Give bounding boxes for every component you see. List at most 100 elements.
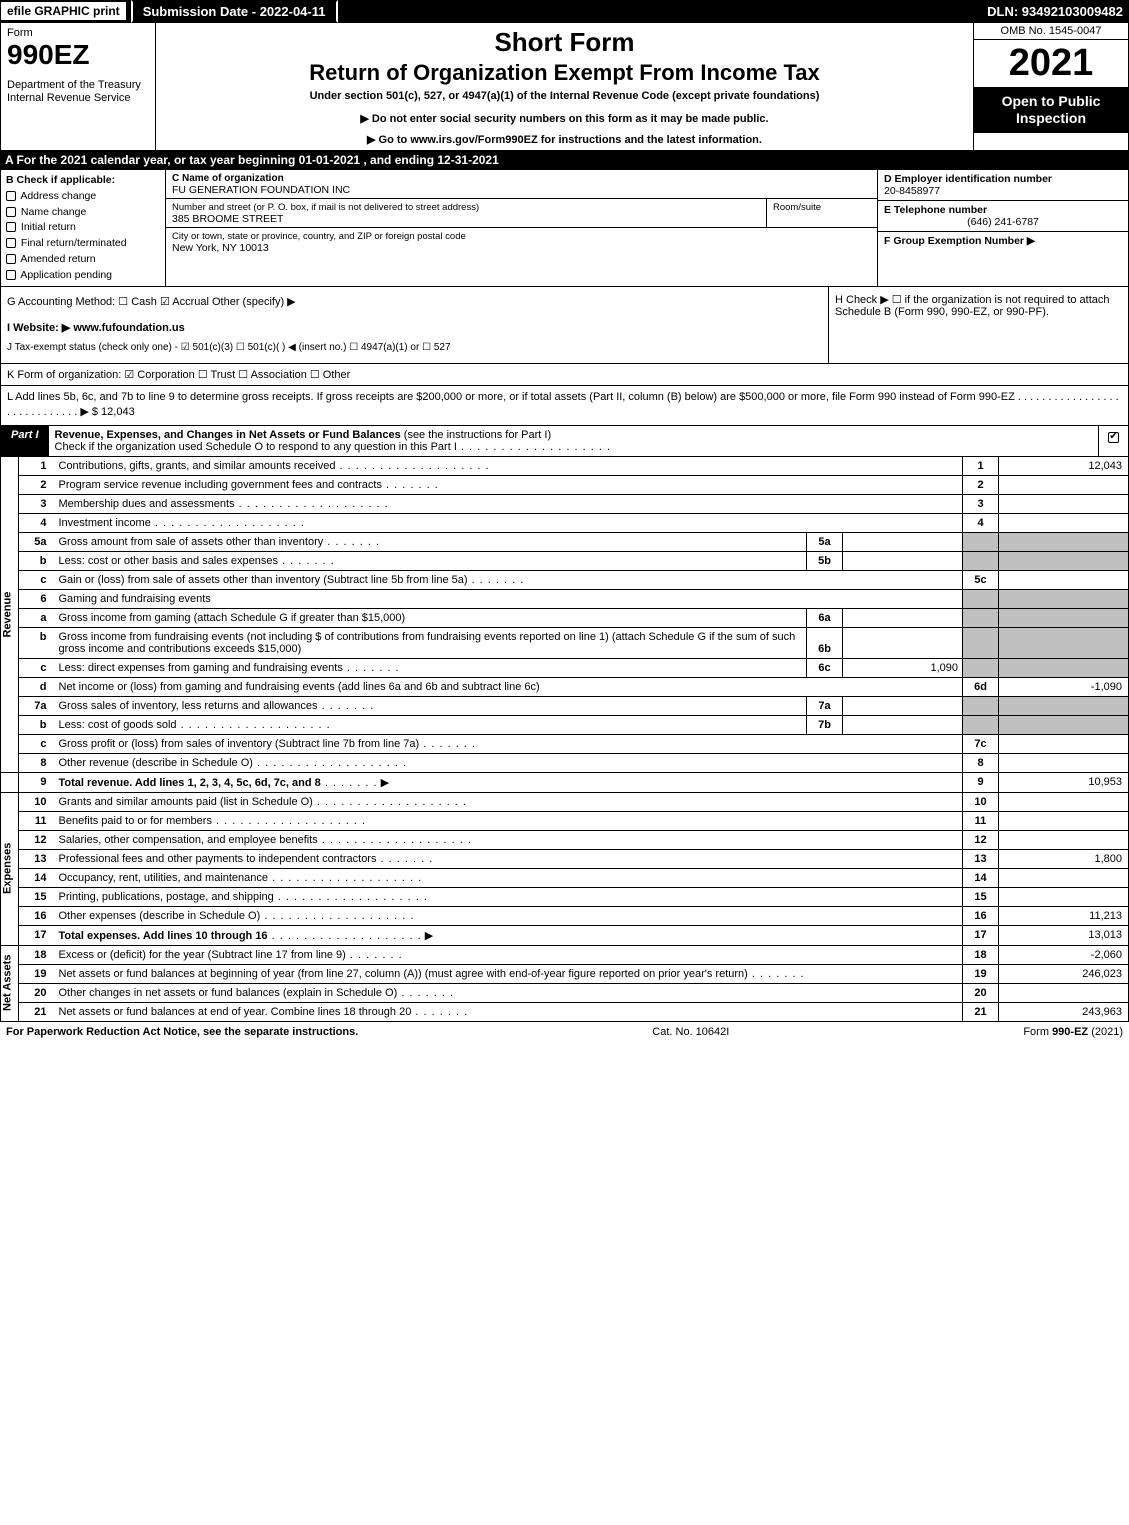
line-amount: 12,043 [999,457,1129,476]
revenue-sidelabel: Revenue [1,457,19,773]
omb-number: OMB No. 1545-0047 [974,23,1128,40]
row-11: 11Benefits paid to or for members11 [1,811,1129,830]
box-c: C Name of organization FU GENERATION FOU… [166,170,878,286]
chk-application-pending[interactable]: Application pending [6,268,160,284]
row-6: 6Gaming and fundraising events [1,589,1129,608]
tax-year: 2021 [974,40,1128,87]
line-a: A For the 2021 calendar year, or tax yea… [0,151,1129,170]
street: 385 BROOME STREET [172,213,283,225]
part-i-tag: Part I [1,426,49,456]
chk-initial-return[interactable]: Initial return [6,220,160,236]
street-label: Number and street (or P. O. box, if mail… [172,202,479,213]
row-18: Net Assets 18Excess or (deficit) for the… [1,945,1129,964]
line-ref: 1 [963,457,999,476]
header-mid: Short Form Return of Organization Exempt… [156,23,973,150]
org-name-cell: C Name of organization FU GENERATION FOU… [166,170,877,199]
box-b: B Check if applicable: Address change Na… [1,170,166,286]
org-name-label: C Name of organization [172,173,284,184]
part-i-checkbox[interactable] [1098,426,1128,456]
org-name: FU GENERATION FOUNDATION INC [172,184,350,196]
street-row: Number and street (or P. O. box, if mail… [166,199,877,228]
row-6c: cLess: direct expenses from gaming and f… [1,658,1129,677]
gi-left: G Accounting Method: ☐ Cash ☑ Accrual Ot… [1,287,828,363]
row-14: 14Occupancy, rent, utilities, and mainte… [1,868,1129,887]
row-7b: bLess: cost of goods sold7b [1,715,1129,734]
box-d: D Employer identification number 20-8458… [878,170,1128,201]
form-word: Form [7,27,149,39]
row-5b: bLess: cost or other basis and sales exp… [1,551,1129,570]
row-5c: cGain or (loss) from sale of assets othe… [1,570,1129,589]
city-label: City or town, state or province, country… [172,231,466,242]
submission-date: Submission Date - 2022-04-11 [131,0,338,23]
group-exempt-label: F Group Exemption Number ▶ [884,235,1035,247]
part-i-header: Part I Revenue, Expenses, and Changes in… [0,426,1129,457]
part-i-instr: (see the instructions for Part I) [404,429,551,441]
short-form-title: Short Form [162,27,967,58]
department: Department of the Treasury Internal Reve… [7,79,149,105]
row-2: 2Program service revenue including gover… [1,475,1129,494]
box-c-to-f: C Name of organization FU GENERATION FOU… [166,170,1128,286]
part-i-title-text: Revenue, Expenses, and Changes in Net As… [55,429,401,441]
row-20: 20Other changes in net assets or fund ba… [1,983,1129,1002]
ein-value: 20-8458977 [884,185,940,197]
form-header: Form 990EZ Department of the Treasury In… [0,22,1129,151]
header-right: OMB No. 1545-0047 2021 Open to Public In… [973,23,1128,150]
row-6a: aGross income from gaming (attach Schedu… [1,608,1129,627]
row-4: 4Investment income4 [1,513,1129,532]
row-6b: bGross income from fundraising events (n… [1,627,1129,658]
tel-label: E Telephone number [884,204,987,216]
go-to-link[interactable]: ▶ Go to www.irs.gov/Form990EZ for instru… [162,133,967,146]
efile-print[interactable]: efile GRAPHIC print [0,1,127,21]
city: New York, NY 10013 [172,242,269,254]
row-8: 8Other revenue (describe in Schedule O)8 [1,753,1129,772]
row-12: 12Salaries, other compensation, and empl… [1,830,1129,849]
box-b-label: B Check if applicable: [6,173,160,189]
top-bar: efile GRAPHIC print Submission Date - 20… [0,0,1129,22]
row-16: 16Other expenses (describe in Schedule O… [1,906,1129,925]
netassets-sidelabel: Net Assets [1,945,19,1021]
section-b-to-f: B Check if applicable: Address change Na… [0,170,1129,287]
chk-final-return[interactable]: Final return/terminated [6,236,160,252]
footer-left: For Paperwork Reduction Act Notice, see … [6,1026,358,1038]
box-k: K Form of organization: ☑ Corporation ☐ … [0,364,1129,386]
box-h: H Check ▶ ☐ if the organization is not r… [828,287,1128,363]
chk-address-change[interactable]: Address change [6,189,160,205]
box-f: F Group Exemption Number ▶ [878,232,1128,250]
part-i-title: Revenue, Expenses, and Changes in Net As… [49,426,1098,456]
row-17: 17Total expenses. Add lines 10 through 1… [1,925,1129,945]
tel-value: (646) 241-6787 [884,216,1122,228]
row-1: Revenue 1 Contributions, gifts, grants, … [1,457,1129,476]
footer-mid: Cat. No. 10642I [358,1026,1023,1038]
room-cell: Room/suite [767,199,877,227]
chk-name-change[interactable]: Name change [6,205,160,221]
row-21: 21Net assets or fund balances at end of … [1,1002,1129,1021]
arrow-icon: ▶ [425,930,433,942]
line-num: 1 [19,457,55,476]
section-g-to-j: G Accounting Method: ☐ Cash ☑ Accrual Ot… [0,287,1129,364]
box-e: E Telephone number (646) 241-6787 [878,201,1128,232]
do-not-enter: ▶ Do not enter social security numbers o… [162,112,967,125]
footer-right: Form 990-EZ (2021) [1023,1026,1123,1038]
city-cell: City or town, state or province, country… [166,228,877,256]
row-19: 19Net assets or fund balances at beginni… [1,964,1129,983]
row-9: 9Total revenue. Add lines 1, 2, 3, 4, 5c… [1,772,1129,792]
street-cell: Number and street (or P. O. box, if mail… [166,199,767,227]
box-i: I Website: ▶ www.fufoundation.us [7,322,185,334]
under-section: Under section 501(c), 527, or 4947(a)(1)… [162,90,967,102]
row-13: 13Professional fees and other payments t… [1,849,1129,868]
website-text[interactable]: I Website: ▶ www.fufoundation.us [7,322,185,334]
go-to-text: ▶ Go to www.irs.gov/Form990EZ for instru… [367,134,762,146]
page-footer: For Paperwork Reduction Act Notice, see … [0,1022,1129,1042]
line-desc: Contributions, gifts, grants, and simila… [55,457,963,476]
open-to-public: Open to Public Inspection [974,87,1128,133]
part-i-check-text: Check if the organization used Schedule … [55,441,457,453]
row-15: 15Printing, publications, postage, and s… [1,887,1129,906]
row-5a: 5aGross amount from sale of assets other… [1,532,1129,551]
chk-amended-return[interactable]: Amended return [6,252,160,268]
row-3: 3Membership dues and assessments3 [1,494,1129,513]
ein-label: D Employer identification number [884,173,1052,185]
row-7c: cGross profit or (loss) from sales of in… [1,734,1129,753]
form-number: 990EZ [7,39,149,71]
row-7a: 7aGross sales of inventory, less returns… [1,696,1129,715]
box-l: L Add lines 5b, 6c, and 7b to line 9 to … [0,386,1129,426]
